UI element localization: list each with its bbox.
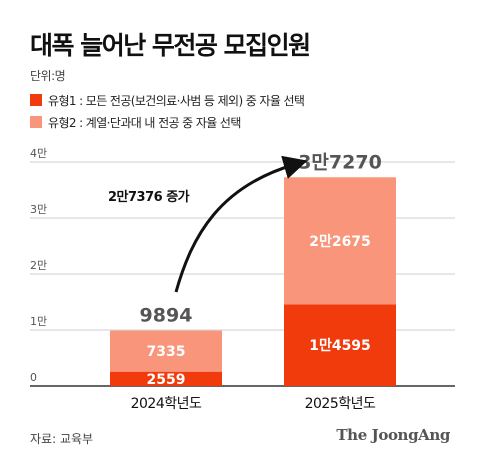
- bar-value-label: 7335: [147, 344, 186, 360]
- annotation: 2만7376 증가: [108, 155, 308, 293]
- legend-item-type2: 유형2 : 계열·단과대 내 전공 중 자율 선택: [30, 111, 304, 133]
- y-tick-label: 0: [30, 371, 37, 384]
- legend-swatch-type2: [30, 116, 42, 128]
- bar-segment-유형1: [110, 371, 222, 386]
- x-category-label: 2024학년도: [131, 396, 202, 412]
- y-tick-label: 2만: [30, 259, 47, 272]
- bar-value-label: 2559: [147, 372, 186, 388]
- bar-segment-유형2: [110, 330, 222, 372]
- increase-annotation: 2만7376 증가: [108, 189, 190, 205]
- bar-total-label: 9894: [140, 305, 193, 327]
- x-category-label: 2025학년도: [305, 396, 376, 412]
- source-note: 자료: 교육부: [30, 432, 94, 446]
- legend-label-type1: 유형1 : 모든 전공(보건의료·사범 등 제외) 중 자율 선택: [48, 93, 305, 108]
- legend-swatch-type1: [30, 94, 42, 106]
- y-tick-label: 1만: [30, 315, 47, 328]
- y-tick-label: 3만: [30, 203, 47, 216]
- bar-value-label: 2만2675: [309, 234, 371, 250]
- increase-arrow: [174, 155, 308, 293]
- chart-title: 대폭 늘어난 무전공 모집인원: [30, 31, 311, 60]
- labels: 2559 7335 9894 2024학년도 1만4595 2만2675 3만7270 202…: [131, 151, 382, 412]
- legend: 유형1 : 모든 전공(보건의료·사범 등 제외) 중 자율 선택 유형2 : …: [30, 89, 305, 133]
- bar-segment-유형1: [284, 304, 396, 386]
- bar-segment-유형2: [284, 177, 396, 305]
- publisher-logo: The JoongAng: [336, 426, 450, 444]
- bars: [110, 177, 396, 386]
- bar-total-label: 3만7270: [298, 151, 382, 173]
- bar-value-label: 1만4595: [309, 338, 371, 354]
- legend-item-type1: 유형1 : 모든 전공(보건의료·사범 등 제외) 중 자율 선택: [30, 89, 305, 111]
- y-tick-label: 4만: [30, 147, 47, 160]
- legend-label-type2: 유형2 : 계열·단과대 내 전공 중 자율 선택: [48, 115, 241, 130]
- unit-label: 단위:명: [30, 69, 66, 83]
